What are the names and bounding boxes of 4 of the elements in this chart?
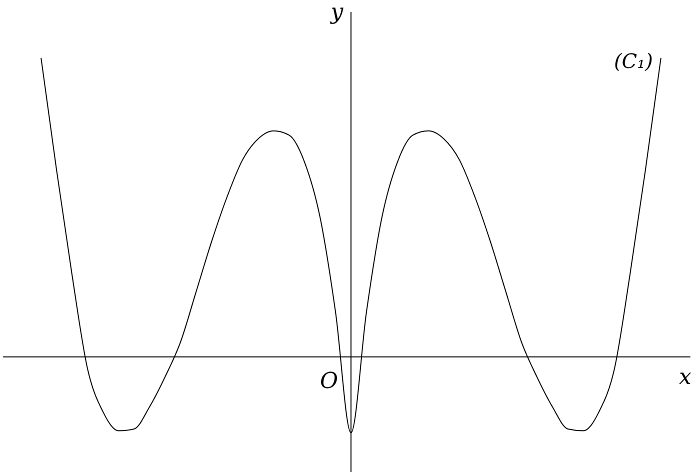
y-axis-title: y [330, 0, 344, 25]
series-label: (C₁) [614, 48, 653, 73]
annotation: O [320, 368, 338, 394]
x-axis-title: x [679, 364, 692, 390]
